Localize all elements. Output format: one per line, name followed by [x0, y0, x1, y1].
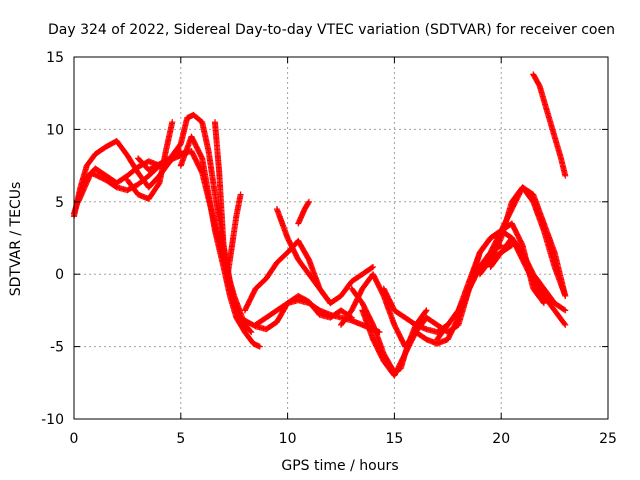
data-point — [248, 329, 255, 336]
series-arc-23 — [530, 71, 569, 179]
data-point — [229, 292, 236, 299]
x-axis: 0 5 10 15 20 25 — [70, 57, 617, 447]
x-tick-label: 10 — [279, 431, 297, 447]
plot-frame — [73, 56, 609, 420]
data-point — [237, 191, 244, 198]
y-tick-label: -5 — [50, 340, 64, 356]
data-point — [247, 328, 254, 335]
series-arc-14 — [295, 198, 312, 227]
series-arc-09 — [224, 191, 244, 278]
x-tick-label: 0 — [70, 431, 79, 447]
data-point — [169, 119, 176, 126]
x-axis-title: GPS time / hours — [281, 458, 398, 474]
grid — [74, 57, 608, 419]
y-tick-label: 5 — [55, 195, 64, 211]
series-arc-04 — [124, 119, 176, 202]
x-tick-label: 25 — [599, 431, 617, 447]
chart-title: Day 324 of 2022, Sidereal Day-to-day VTE… — [48, 22, 615, 38]
y-tick-label: 10 — [46, 122, 64, 138]
y-axis: -10 -5 0 5 10 15 — [41, 50, 608, 428]
series-arc-08 — [211, 119, 236, 299]
x-tick-label: 20 — [492, 431, 510, 447]
x-tick-label: 5 — [176, 431, 185, 447]
y-tick-label: -10 — [41, 412, 64, 428]
y-tick-label: 0 — [55, 267, 64, 283]
y-axis-title: SDTVAR / TECUs — [8, 182, 24, 297]
y-tick-label: 15 — [46, 50, 64, 66]
x-tick-label: 15 — [385, 431, 403, 447]
data-point — [256, 343, 263, 350]
plot-marks — [71, 71, 569, 379]
